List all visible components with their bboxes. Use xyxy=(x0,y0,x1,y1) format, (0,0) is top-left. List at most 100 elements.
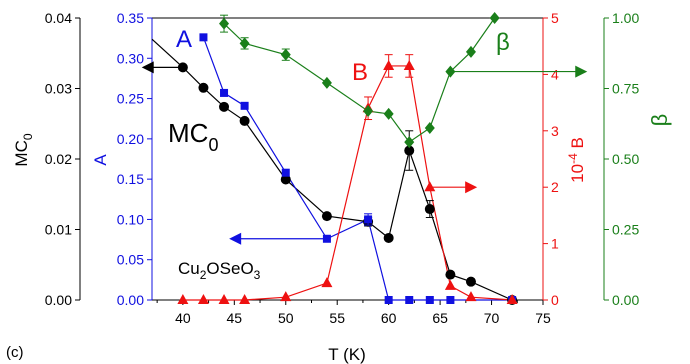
marker-MC0 xyxy=(239,115,250,126)
marker-B xyxy=(465,291,477,302)
annotation-beta: β xyxy=(496,29,510,56)
x-tick-label: 65 xyxy=(432,310,448,326)
series-lines xyxy=(151,17,513,301)
marker-A xyxy=(220,88,229,97)
b-tick-label: 5 xyxy=(551,10,559,26)
panel-label: (c) xyxy=(6,344,24,361)
marker-beta xyxy=(363,105,374,118)
x-tick-label: 40 xyxy=(175,310,191,326)
arrow-head-MC0 xyxy=(141,61,154,74)
b-tick-label: 4 xyxy=(551,66,559,82)
beta-tick-label: 0.50 xyxy=(612,151,639,167)
plot-frame xyxy=(79,17,605,301)
a-tick-label: 0.35 xyxy=(117,10,144,26)
marker-MC0 xyxy=(219,101,230,112)
arrow-head-B xyxy=(465,181,478,194)
marker-beta xyxy=(280,48,291,61)
a-tick-label: 0.25 xyxy=(117,91,144,107)
x-tick-label: 75 xyxy=(535,310,551,326)
annotation-a: A xyxy=(176,26,192,53)
marker-A xyxy=(240,101,249,110)
x-tick-label: 50 xyxy=(278,310,294,326)
marker-B xyxy=(280,291,292,302)
beta-axis-title: β xyxy=(647,114,672,127)
x-tick-label: 55 xyxy=(329,310,345,326)
marker-B xyxy=(383,59,395,70)
sample-label-sub1: 2 xyxy=(200,268,207,282)
beta-tick-label: 0.25 xyxy=(612,222,639,238)
marker-MC0 xyxy=(321,211,332,222)
marker-A xyxy=(364,215,373,224)
marker-MC0 xyxy=(424,204,435,215)
marker-A xyxy=(405,296,414,304)
marker-A xyxy=(384,296,393,304)
marker-beta xyxy=(321,76,332,89)
marker-B xyxy=(218,294,230,304)
marker-B xyxy=(177,294,189,304)
marker-B xyxy=(424,181,436,192)
b-tick-label: 1 xyxy=(551,236,559,252)
a-tick-label: 0.30 xyxy=(117,50,144,66)
mc0-tick-label: 0.00 xyxy=(45,292,72,308)
mc0-tick-label: 0.04 xyxy=(45,10,72,26)
mc0-axis-title: MC0 xyxy=(12,133,35,166)
mc0-axis-title-sub: 0 xyxy=(21,133,35,140)
b-tick-label: 3 xyxy=(551,123,559,139)
x-tick-label: 45 xyxy=(227,310,243,326)
sample-label: Cu2OSeO3 xyxy=(178,259,261,282)
sample-label-mid: OSeO xyxy=(206,259,253,278)
a-tick-label: 0.15 xyxy=(117,171,144,187)
beta-tick-label: 1.00 xyxy=(612,10,639,26)
marker-beta xyxy=(465,45,476,58)
b-axis-title-suffix: B xyxy=(568,137,587,153)
annotation-mc0-sub: 0 xyxy=(208,135,218,155)
beta-tick-label: 0.00 xyxy=(612,292,639,308)
marker-MC0 xyxy=(404,145,415,156)
a-tick-label: 0.20 xyxy=(117,131,144,147)
marker-MC0 xyxy=(465,276,476,287)
marker-MC0 xyxy=(198,82,209,93)
a-tick-label: 0.10 xyxy=(117,211,144,227)
mc0-tick-label: 0.01 xyxy=(45,222,72,238)
marker-A xyxy=(199,33,208,42)
marker-A xyxy=(425,296,434,304)
marker-A xyxy=(281,168,290,177)
b-axis-title-exp: -4 xyxy=(566,153,580,164)
a-axis-title: A xyxy=(91,154,110,166)
axis-ticks: 40 45 50 55 60 65 70 750.000.010.020.030.040.00… xyxy=(45,10,640,326)
b-tick-label: 0 xyxy=(551,292,559,308)
annotation-mc0: MC0 xyxy=(168,118,218,155)
sample-label-sub2: 3 xyxy=(254,268,261,282)
mc0-tick-label: 0.03 xyxy=(45,81,72,97)
marker-A xyxy=(446,296,455,304)
marker-beta xyxy=(219,17,230,30)
annotation-b: B xyxy=(352,59,368,86)
marker-MC0 xyxy=(445,269,456,280)
marker-B xyxy=(239,294,251,304)
x-tick-label: 60 xyxy=(381,310,397,326)
marker-beta xyxy=(239,37,250,50)
beta-tick-label: 0.75 xyxy=(612,81,639,97)
marker-B xyxy=(506,294,518,304)
x-tick-label: 70 xyxy=(484,310,500,326)
a-tick-label: 0.05 xyxy=(117,252,144,268)
marker-beta xyxy=(383,107,394,120)
series-markers xyxy=(141,12,588,305)
marker-B xyxy=(321,277,333,288)
mc0-tick-label: 0.02 xyxy=(45,151,72,167)
b-axis-title: 10-4 B xyxy=(566,137,587,183)
marker-MC0 xyxy=(383,232,394,243)
marker-beta xyxy=(404,136,415,149)
marker-B xyxy=(444,279,456,290)
marker-MC0 xyxy=(280,174,291,185)
b-tick-label: 2 xyxy=(551,179,559,195)
marker-B xyxy=(197,294,209,304)
arrow-head-beta xyxy=(575,65,588,78)
arrow-head-A xyxy=(229,232,242,245)
x-axis-label: T (K) xyxy=(328,345,365,364)
marker-beta xyxy=(489,12,500,24)
a-tick-label: 0.00 xyxy=(117,292,144,308)
marker-beta xyxy=(424,121,435,134)
